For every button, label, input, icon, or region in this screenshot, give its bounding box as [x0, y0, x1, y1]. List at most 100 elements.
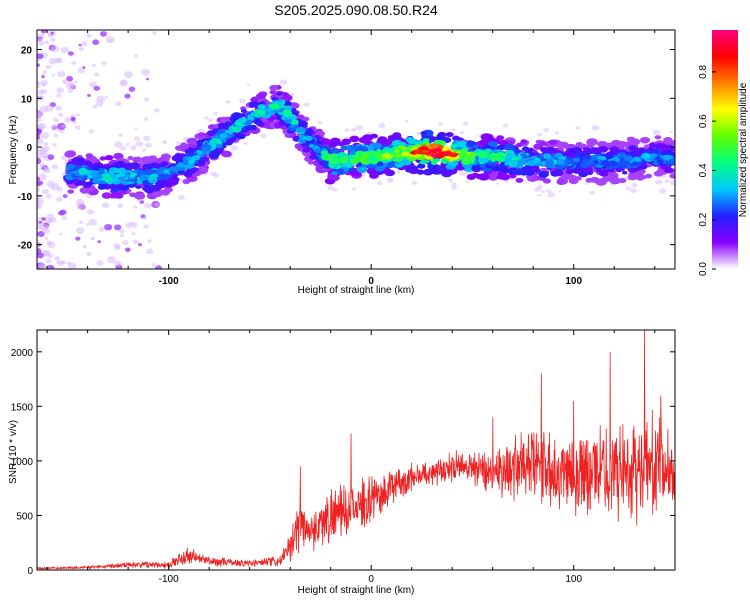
noise-blob: [120, 233, 124, 237]
ridge-blob: [308, 144, 314, 148]
ridge-blob: [527, 147, 534, 152]
ridge-blob: [183, 171, 193, 178]
noise-blob: [589, 190, 596, 195]
ridge-blob: [113, 168, 122, 173]
snr-xlabel: Height of straight line (km): [298, 585, 415, 596]
noise-blob: [386, 177, 394, 183]
x-tick-label: 100: [565, 276, 582, 287]
noise-blob: [225, 100, 231, 104]
ridge-blob: [321, 154, 331, 161]
ridge-blob: [160, 153, 171, 160]
ridge-blob: [529, 165, 540, 172]
ridge-blob: [269, 84, 279, 91]
ridge-blob: [520, 153, 527, 158]
ridge-blob: [487, 141, 498, 148]
noise-blob: [132, 205, 138, 209]
ridge-blob: [330, 159, 339, 165]
noise-blob: [123, 71, 133, 79]
ridge-blob: [249, 101, 260, 108]
ridge-blob: [571, 147, 583, 154]
ridge-blob: [290, 124, 296, 129]
y-tick-label: 2000: [11, 348, 34, 359]
noise-blob: [94, 72, 100, 77]
noise-blob: [37, 53, 44, 60]
noise-blob: [37, 157, 42, 165]
ridge-blob: [116, 160, 126, 167]
x-tick-label: 100: [565, 574, 582, 585]
ridge-blob: [659, 143, 666, 148]
noise-blob: [230, 145, 238, 151]
noise-blob: [42, 73, 46, 76]
noise-blob: [131, 232, 136, 236]
ridge-blob: [183, 159, 190, 164]
ridge-blob: [289, 116, 295, 120]
ridge-blob: [197, 151, 203, 155]
ridge-blob: [632, 156, 641, 162]
noise-blob: [43, 166, 50, 171]
ridge-blob: [511, 157, 517, 161]
ridge-blob: [649, 143, 656, 148]
colorbar-tick-label: 0.6: [698, 114, 709, 128]
noise-blob: [46, 264, 55, 269]
noise-blob: [134, 127, 138, 130]
noise-blob: [74, 80, 78, 84]
noise-blob: [119, 145, 127, 151]
ridge-blob: [416, 169, 425, 175]
noise-blob: [44, 237, 49, 240]
noise-blob: [48, 218, 52, 223]
ridge-blob: [401, 159, 408, 163]
noise-blob: [45, 64, 52, 70]
ridge-blob: [152, 190, 163, 198]
noise-blob: [541, 190, 546, 194]
noise-blob: [46, 180, 56, 188]
noise-blob: [60, 155, 66, 160]
ridge-blob: [98, 167, 105, 172]
ridge-blob: [436, 133, 445, 139]
noise-blob: [462, 121, 469, 126]
ridge-blob: [407, 138, 417, 145]
ridge-blob: [78, 170, 87, 176]
noise-blob: [88, 129, 94, 134]
snr-series-line: [37, 330, 675, 570]
ridge-blob: [169, 170, 175, 175]
noise-blob: [37, 137, 44, 145]
noise-blob: [88, 218, 97, 226]
noise-blob: [669, 130, 674, 134]
snr-ylabel: SNR (10 * v/v): [8, 420, 19, 484]
ridge-blob: [148, 177, 154, 181]
noise-blob: [82, 245, 87, 249]
noise-blob: [62, 194, 68, 199]
noise-blob: [38, 167, 43, 171]
ridge-blob: [401, 151, 410, 157]
noise-blob: [37, 148, 44, 155]
noise-blob: [96, 260, 104, 266]
ridge-blob: [433, 158, 440, 163]
ridge-blob: [472, 144, 479, 149]
ridge-blob: [336, 168, 345, 174]
noise-blob: [438, 122, 443, 127]
ridge-blob: [669, 173, 675, 179]
noise-blob: [664, 179, 670, 183]
ridge-blob: [445, 132, 454, 138]
ridge-blob: [134, 156, 142, 162]
noise-blob: [37, 180, 44, 186]
ridge-blob: [160, 173, 171, 180]
noise-blob: [55, 105, 62, 111]
x-tick-label: 0: [368, 276, 374, 287]
noise-blob: [543, 127, 550, 132]
colorbar-tick-label: 0.4: [698, 163, 709, 177]
ridge-blob: [420, 131, 428, 136]
noise-blob: [37, 220, 44, 228]
noise-blob: [146, 248, 154, 255]
noise-blob: [45, 258, 52, 264]
noise-blob: [50, 45, 60, 53]
noise-blob: [459, 131, 464, 135]
noise-blob: [37, 63, 40, 68]
colorbar-tick-label: 0.2: [698, 212, 709, 226]
ridge-blob: [302, 116, 310, 122]
ridge-blob: [489, 153, 497, 159]
ridge-blob: [376, 161, 384, 167]
ridge-blob: [256, 121, 265, 127]
noise-blob: [37, 95, 44, 100]
